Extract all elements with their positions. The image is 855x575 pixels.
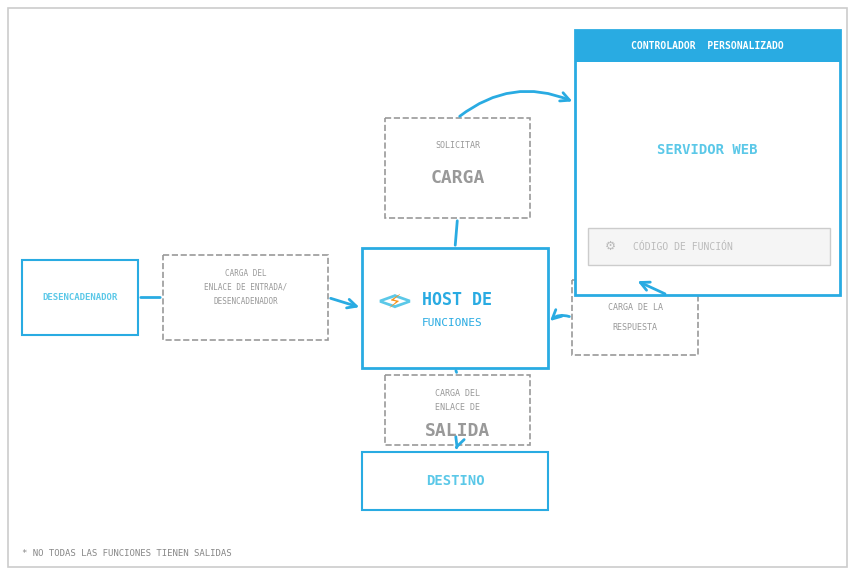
Bar bbox=[385, 118, 530, 218]
Text: DESENCADENADOR: DESENCADENADOR bbox=[43, 293, 118, 302]
Bar bbox=[572, 280, 698, 355]
Bar bbox=[163, 255, 328, 340]
Text: ENLACE DE: ENLACE DE bbox=[435, 402, 480, 412]
Bar bbox=[385, 375, 530, 445]
Text: CARGA DEL: CARGA DEL bbox=[435, 389, 480, 397]
Text: DESENCADENADOR: DESENCADENADOR bbox=[213, 297, 278, 305]
Text: DESTINO: DESTINO bbox=[426, 474, 484, 488]
Bar bbox=[588, 228, 830, 265]
Text: <: < bbox=[376, 291, 398, 315]
Text: >: > bbox=[392, 291, 412, 315]
Text: CARGA: CARGA bbox=[430, 169, 485, 187]
Text: FUNCIONES: FUNCIONES bbox=[422, 318, 483, 328]
Bar bbox=[22, 260, 138, 335]
Text: CARGA DEL: CARGA DEL bbox=[225, 269, 266, 278]
Text: SERVIDOR WEB: SERVIDOR WEB bbox=[657, 143, 758, 157]
Text: RESPUESTA: RESPUESTA bbox=[612, 324, 657, 332]
Text: HOST DE: HOST DE bbox=[422, 291, 492, 309]
Bar bbox=[362, 248, 548, 368]
Text: CÓDIGO DE FUNCIÓN: CÓDIGO DE FUNCIÓN bbox=[633, 242, 733, 251]
Bar bbox=[362, 452, 548, 510]
Bar bbox=[575, 30, 840, 62]
Text: CONTROLADOR  PERSONALIZADO: CONTROLADOR PERSONALIZADO bbox=[631, 41, 784, 51]
Text: * NO TODAS LAS FUNCIONES TIENEN SALIDAS: * NO TODAS LAS FUNCIONES TIENEN SALIDAS bbox=[22, 549, 232, 558]
Text: CARGA DE LA: CARGA DE LA bbox=[608, 304, 663, 312]
Text: SOLICITAR: SOLICITAR bbox=[435, 141, 480, 151]
Text: ENLACE DE ENTRADA/: ENLACE DE ENTRADA/ bbox=[203, 282, 287, 292]
Bar bbox=[575, 30, 840, 295]
Text: ⚡: ⚡ bbox=[387, 293, 401, 312]
Text: ⚙: ⚙ bbox=[604, 240, 616, 253]
Text: SALIDA: SALIDA bbox=[425, 422, 490, 440]
